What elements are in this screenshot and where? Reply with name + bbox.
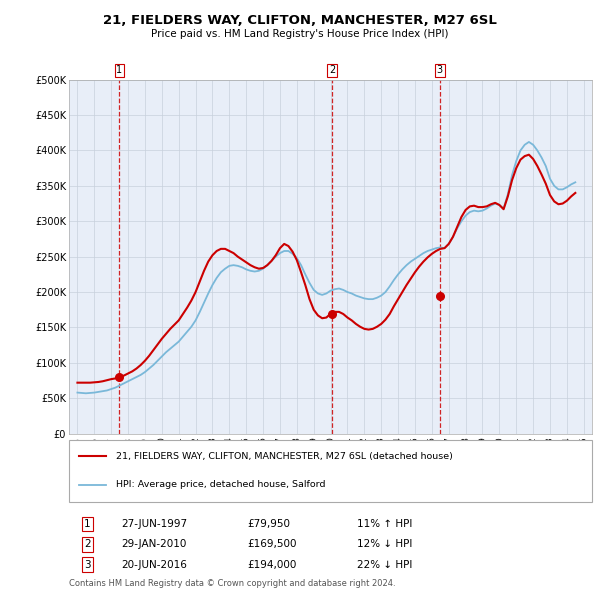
Text: 3: 3 <box>84 560 91 570</box>
Text: 12% ↓ HPI: 12% ↓ HPI <box>357 539 412 549</box>
Text: 27-JUN-1997: 27-JUN-1997 <box>121 519 187 529</box>
FancyBboxPatch shape <box>69 440 592 502</box>
Text: £79,950: £79,950 <box>247 519 290 529</box>
Text: 11% ↑ HPI: 11% ↑ HPI <box>357 519 412 529</box>
Text: 3: 3 <box>437 65 443 76</box>
Text: £194,000: £194,000 <box>247 560 296 570</box>
Text: Price paid vs. HM Land Registry's House Price Index (HPI): Price paid vs. HM Land Registry's House … <box>151 30 449 39</box>
Text: £169,500: £169,500 <box>247 539 296 549</box>
Text: 22% ↓ HPI: 22% ↓ HPI <box>357 560 412 570</box>
Text: 1: 1 <box>84 519 91 529</box>
Text: 21, FIELDERS WAY, CLIFTON, MANCHESTER, M27 6SL (detached house): 21, FIELDERS WAY, CLIFTON, MANCHESTER, M… <box>116 452 453 461</box>
Text: 20-JUN-2016: 20-JUN-2016 <box>121 560 187 570</box>
Text: 2: 2 <box>329 65 335 76</box>
Text: Contains HM Land Registry data © Crown copyright and database right 2024.
This d: Contains HM Land Registry data © Crown c… <box>69 579 395 590</box>
Text: 2: 2 <box>84 539 91 549</box>
Text: 21, FIELDERS WAY, CLIFTON, MANCHESTER, M27 6SL: 21, FIELDERS WAY, CLIFTON, MANCHESTER, M… <box>103 14 497 27</box>
Text: 29-JAN-2010: 29-JAN-2010 <box>121 539 187 549</box>
Text: 1: 1 <box>116 65 122 76</box>
Text: HPI: Average price, detached house, Salford: HPI: Average price, detached house, Salf… <box>116 480 326 489</box>
